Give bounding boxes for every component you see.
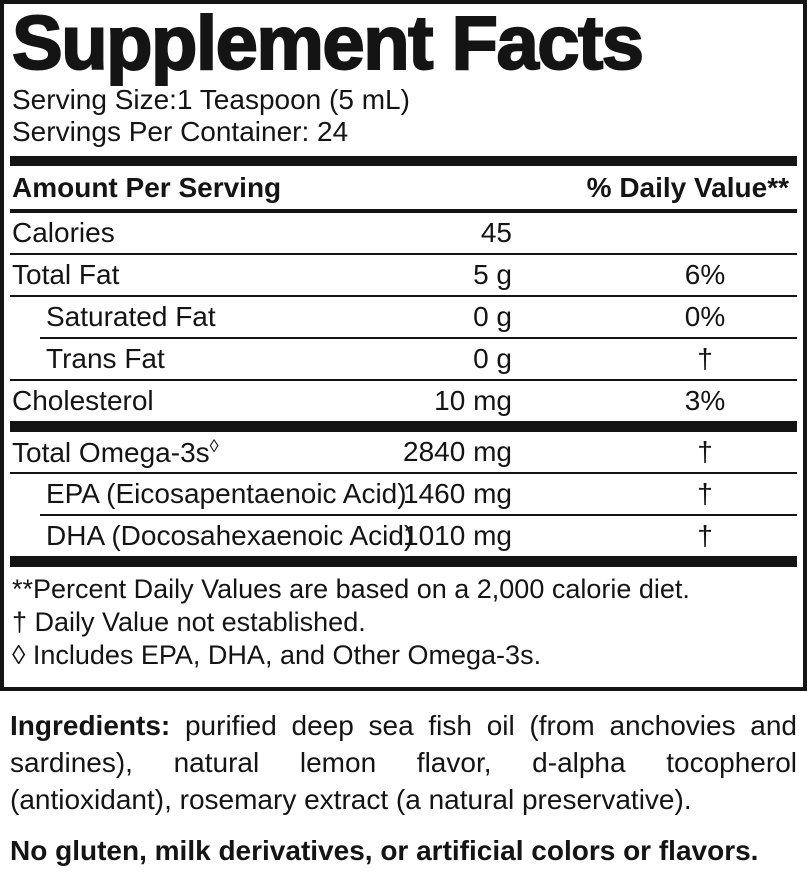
nutrient-name: Trans Fat <box>46 343 165 374</box>
serving-size-line: Serving Size:1 Teaspoon (5 mL) <box>12 84 410 115</box>
column-header-row: Amount Per Serving % Daily Value** <box>10 166 797 209</box>
row-cholesterol: Cholesterol 10 mg 3% <box>10 381 797 421</box>
header-separator <box>10 209 797 213</box>
daily-value-header: % Daily Value** <box>586 171 789 203</box>
row-separator <box>10 472 797 474</box>
nutrient-amount: 10 mg <box>434 385 512 416</box>
nutrient-name: Total Fat <box>12 259 120 290</box>
ingredients-text: purified deep sea fish oil (from anchovi… <box>10 710 798 815</box>
nutrient-amount: 1010 mg <box>403 520 512 551</box>
nutrient-dv: † <box>697 520 713 551</box>
panel-title: Supplement Facts <box>11 1 645 86</box>
row-total-fat: Total Fat 5 g 6% <box>10 255 797 295</box>
nutrient-name: Cholesterol <box>12 385 154 416</box>
row-calories: Calories 45 <box>10 213 797 253</box>
section-bar <box>10 421 797 432</box>
nutrient-amount: 0 g <box>473 343 512 374</box>
nutrient-name: Calories <box>12 217 115 248</box>
footnote-lozenge: ◊ Includes EPA, DHA, and Other Omega-3s. <box>12 640 542 670</box>
row-separator-indented <box>40 514 797 516</box>
footnote-dagger: † Daily Value not established. <box>12 607 366 637</box>
nutrient-label-text: Total Omega-3s <box>12 436 210 468</box>
footnotes: **Percent Daily Values are based on a 2,… <box>10 567 797 672</box>
nutrient-name: Total Omega-3s◊ <box>10 436 219 469</box>
footnote-daily-values: **Percent Daily Values are based on a 2,… <box>12 574 690 604</box>
lozenge-footnote-symbol: ◊ <box>209 435 219 456</box>
row-separator <box>10 379 797 381</box>
nutrient-dv: † <box>697 436 713 467</box>
section-bar <box>10 556 797 567</box>
row-dha: DHA (Docosahexaenoic Acid) 1010 mg † <box>10 516 797 556</box>
nutrient-name: DHA (Docosahexaenoic Acid) <box>46 520 414 551</box>
allergen-statement: No gluten, milk derivatives, or artifici… <box>10 835 759 866</box>
nutrient-dv: † <box>697 478 713 509</box>
nutrient-dv: 6% <box>684 259 726 290</box>
nutrient-amount: 2840 mg <box>403 436 512 467</box>
ingredients-paragraph: Ingredients: purified deep sea fish oil … <box>10 707 797 818</box>
row-separator-indented <box>40 337 797 339</box>
servings-per-container-line: Servings Per Container: 24 <box>12 116 349 147</box>
serving-info: Serving Size:1 Teaspoon (5 mL) Servings … <box>10 84 797 148</box>
row-saturated-fat: Saturated Fat 0 g 0% <box>10 297 797 337</box>
nutrient-name: EPA (Eicosapentaenoic Acid) <box>46 478 407 509</box>
nutrient-amount: 0 g <box>473 301 512 332</box>
row-total-omega-3s: Total Omega-3s◊ 2840 mg † <box>10 432 797 472</box>
supplement-facts-panel: Supplement Facts Serving Size:1 Teaspoon… <box>0 0 807 691</box>
row-separator <box>10 253 797 255</box>
row-separator <box>10 295 797 297</box>
section-bar <box>10 156 797 166</box>
row-epa: EPA (Eicosapentaenoic Acid) 1460 mg † <box>10 474 797 514</box>
ingredients-label: Ingredients: <box>10 710 171 741</box>
nutrient-amount: 45 <box>480 217 512 248</box>
nutrient-amount: 5 g <box>473 259 512 290</box>
row-trans-fat: Trans Fat 0 g † <box>10 339 797 379</box>
nutrient-amount: 1460 mg <box>403 478 512 509</box>
nutrient-dv: 0% <box>684 301 726 332</box>
nutrient-dv: 3% <box>684 385 726 416</box>
amount-per-serving-header: Amount Per Serving <box>12 171 282 203</box>
nutrient-name: Saturated Fat <box>46 301 216 332</box>
nutrient-dv: † <box>697 343 713 374</box>
